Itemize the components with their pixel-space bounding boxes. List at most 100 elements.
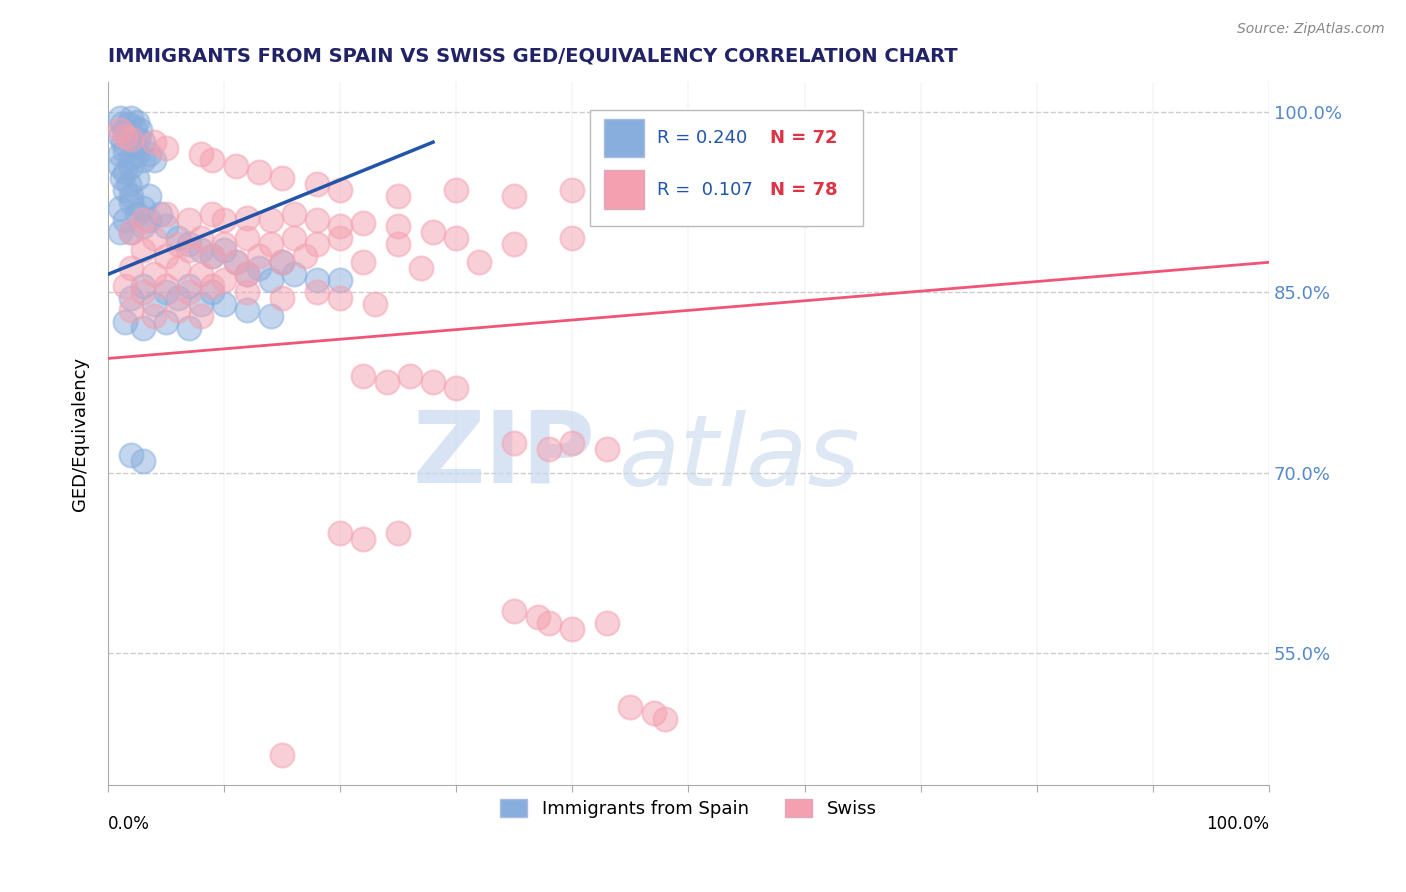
Point [155,219,177,234]
Text: R =  0.107: R = 0.107 [657,180,754,199]
Point [190,231,212,245]
Point [112,135,135,149]
Point [446,382,468,396]
Point [166,303,188,318]
Point [259,310,281,324]
Point [283,268,305,282]
Point [138,213,160,227]
Bar [603,170,644,209]
Point [305,273,328,287]
Point [118,117,141,131]
Point [114,165,136,179]
Point [179,279,201,293]
Point [422,225,444,239]
Point [111,171,134,186]
Point [143,135,166,149]
Point [446,183,468,197]
Point [446,231,468,245]
Point [125,147,148,161]
Point [190,147,212,161]
Point [190,297,212,311]
Point [124,138,146,153]
Point [120,189,142,203]
Text: R = 0.240: R = 0.240 [657,129,748,147]
Point [526,609,548,624]
Point [179,321,201,335]
Point [120,111,142,125]
Point [120,303,142,318]
Point [329,273,352,287]
Point [120,225,142,239]
Point [352,216,374,230]
Point [190,310,212,324]
Point [352,532,374,546]
Point [329,219,352,234]
Point [236,303,259,318]
Point [108,129,131,144]
Point [201,249,224,263]
Bar [603,119,644,157]
Point [127,131,149,145]
Point [271,291,294,305]
Text: 100.0%: 100.0% [1206,815,1270,833]
Point [155,141,177,155]
Point [503,435,526,450]
Point [387,525,409,540]
Point [132,285,155,300]
Point [201,249,224,263]
Point [114,315,136,329]
Text: IMMIGRANTS FROM SPAIN VS SWISS GED/EQUIVALENCY CORRELATION CHART: IMMIGRANTS FROM SPAIN VS SWISS GED/EQUIV… [108,46,957,65]
Point [619,700,641,714]
Point [179,213,201,227]
Point [561,622,583,636]
Point [259,237,281,252]
Point [561,231,583,245]
Text: atlas: atlas [619,409,860,507]
Point [190,244,212,258]
Point [411,261,433,276]
Point [329,291,352,305]
Text: ZIP: ZIP [413,406,596,503]
Point [596,442,619,456]
Point [143,231,166,245]
Point [422,376,444,390]
Point [212,244,235,258]
Point [468,255,491,269]
Point [271,171,294,186]
Point [155,207,177,221]
Point [387,189,409,203]
Point [166,237,188,252]
Point [114,129,136,144]
Point [352,369,374,384]
Point [538,615,561,630]
Point [132,213,155,227]
Point [212,297,235,311]
Point [283,231,305,245]
Point [179,237,201,252]
Point [120,291,142,305]
Point [108,201,131,215]
Point [503,237,526,252]
Point [271,747,294,762]
Point [387,237,409,252]
Point [654,712,676,726]
Point [503,189,526,203]
Point [143,310,166,324]
Point [247,261,270,276]
Point [114,213,136,227]
Point [212,273,235,287]
Point [259,273,281,287]
Point [125,114,148,128]
Point [201,285,224,300]
Point [329,183,352,197]
Point [236,231,259,245]
Point [225,255,247,269]
Point [120,151,142,165]
Point [108,225,131,239]
Point [305,213,328,227]
Point [305,237,328,252]
Point [294,249,316,263]
Point [398,369,420,384]
Point [138,147,160,161]
Point [271,255,294,269]
